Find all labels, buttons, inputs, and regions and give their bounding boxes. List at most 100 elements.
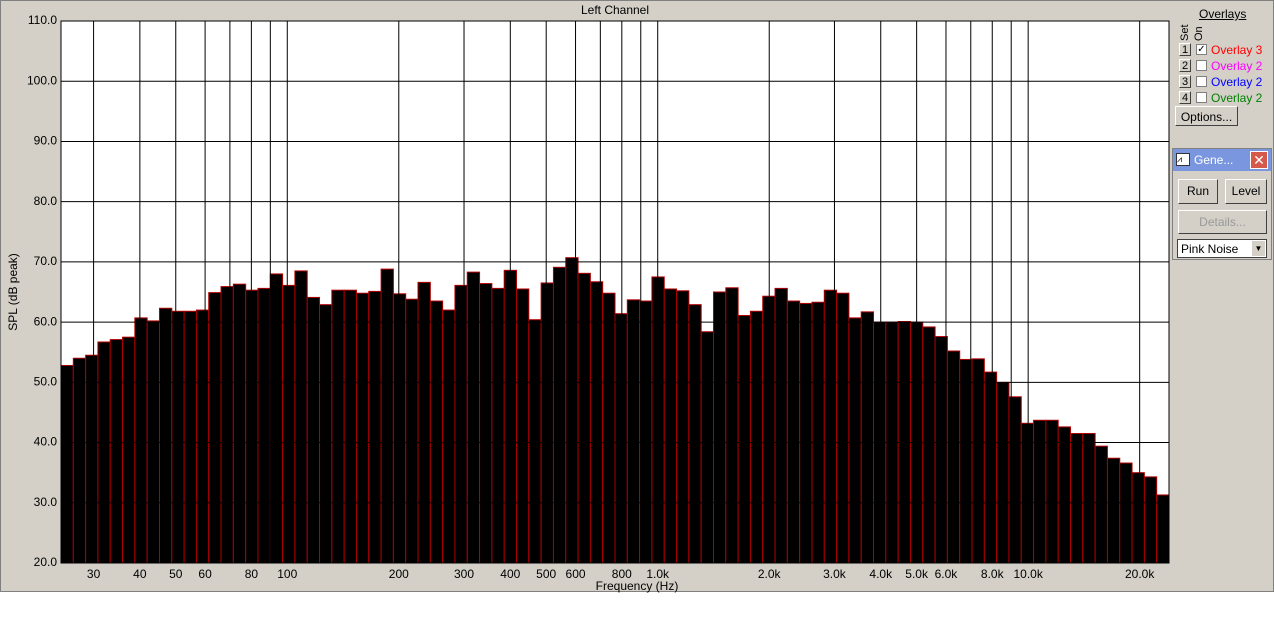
x-tick-label: 600 (566, 567, 586, 581)
y-tick-label: 110.0 (28, 13, 57, 27)
generator-title: Gene... (1194, 153, 1234, 167)
bar (294, 270, 308, 564)
x-tick-label: 30 (87, 567, 101, 581)
bar (60, 364, 74, 564)
details-button: Details... (1178, 210, 1267, 234)
bar (343, 289, 357, 564)
bar (282, 284, 296, 564)
bar (749, 310, 764, 564)
bar (626, 299, 641, 564)
set-label: Set (1179, 24, 1191, 41)
bar (540, 282, 554, 564)
overlay-name: Overlay 3 (1211, 43, 1263, 57)
x-tick-label: 10.0k (1013, 567, 1043, 581)
overlay-checkbox[interactable] (1196, 76, 1207, 87)
overlay-checkbox[interactable] (1196, 92, 1207, 103)
bar (1106, 457, 1121, 564)
set-button[interactable]: 3 (1179, 75, 1191, 88)
y-tick-label: 40.0 (34, 435, 58, 449)
bar (72, 357, 87, 564)
x-tick-label: 2.0k (758, 567, 782, 581)
bar (577, 272, 591, 564)
level-button[interactable]: Level (1225, 179, 1267, 204)
app-window: Left Channel SPL (dB peak) Frequency (Hz… (0, 0, 1274, 593)
set-button[interactable]: 1 (1179, 43, 1191, 56)
bar (712, 291, 727, 564)
overlay-name: Overlay 2 (1211, 59, 1263, 73)
bar (158, 307, 173, 564)
bar (959, 358, 973, 564)
dropdown-arrow[interactable]: ▼ (1252, 241, 1265, 256)
bar (319, 304, 333, 564)
chart: Left Channel SPL (dB peak) Frequency (Hz… (6, 3, 1170, 593)
bar (725, 287, 739, 564)
bar (355, 292, 370, 564)
bar (811, 301, 825, 564)
x-axis-label: Frequency (Hz) (596, 579, 679, 593)
bar (405, 298, 419, 564)
bar (269, 273, 284, 564)
bar (392, 293, 407, 564)
overlay-name: Overlay 2 (1211, 91, 1263, 105)
x-tick-label: 8.0k (981, 567, 1005, 581)
x-tick-label: 800 (612, 567, 632, 581)
bar (491, 287, 505, 564)
bar (97, 341, 111, 564)
y-tick-label: 20.0 (34, 555, 58, 569)
x-tick-label: 50 (169, 567, 183, 581)
bar (1033, 419, 1047, 564)
x-tick-label: 60 (198, 567, 212, 581)
run-button[interactable]: Run (1178, 179, 1218, 204)
bar (836, 292, 850, 564)
signal-dropdown[interactable]: Pink Noise ▼ (1177, 239, 1267, 258)
options-button[interactable]: Options... (1175, 106, 1238, 126)
bar (602, 292, 616, 564)
bar (171, 310, 185, 564)
overlay-checkbox[interactable] (1196, 60, 1207, 71)
bar (1020, 422, 1035, 564)
bar (1094, 445, 1108, 564)
bar (639, 300, 653, 564)
on-label: On (1193, 26, 1205, 41)
bar (85, 354, 99, 564)
bar (232, 283, 247, 564)
close-button[interactable]: ✕ (1250, 151, 1268, 169)
chart-title: Left Channel (581, 3, 649, 17)
overlays-title: Overlays (1199, 7, 1247, 21)
set-button[interactable]: 2 (1179, 59, 1191, 72)
set-button[interactable]: 4 (1179, 91, 1191, 104)
bar (848, 317, 862, 564)
bar (971, 358, 985, 564)
bar (195, 309, 210, 564)
bar (922, 326, 936, 564)
bar (122, 336, 136, 564)
bar (614, 313, 628, 564)
bar (1045, 419, 1059, 564)
x-tick-label: 300 (454, 567, 474, 581)
y-tick-label: 100.0 (27, 73, 57, 87)
x-tick-label: 5.0k (905, 567, 929, 581)
bar (786, 300, 801, 564)
bar (774, 287, 788, 564)
bar (1131, 472, 1145, 564)
bar (676, 290, 690, 564)
bar (146, 320, 160, 564)
x-tick-label: 400 (500, 567, 520, 581)
y-tick-label: 60.0 (34, 314, 58, 328)
x-tick-label: 80 (245, 567, 259, 581)
x-tick-label: 20.0k (1125, 567, 1155, 581)
bar (134, 317, 148, 564)
x-tick-label: 1.0k (646, 567, 670, 581)
overlay-checkbox[interactable]: ✓ (1196, 44, 1207, 55)
signal-value: Pink Noise (1181, 242, 1239, 256)
bar (417, 281, 431, 564)
bar (1156, 494, 1170, 564)
x-tick-label: 100 (277, 567, 297, 581)
plot-frame (60, 20, 1170, 564)
bar (589, 281, 604, 564)
bar (516, 288, 530, 564)
x-tick-label: 3.0k (823, 567, 847, 581)
bar (860, 311, 875, 564)
generator-icon: ⩘ (1176, 153, 1190, 166)
y-axis-label: SPL (dB peak) (6, 253, 20, 331)
